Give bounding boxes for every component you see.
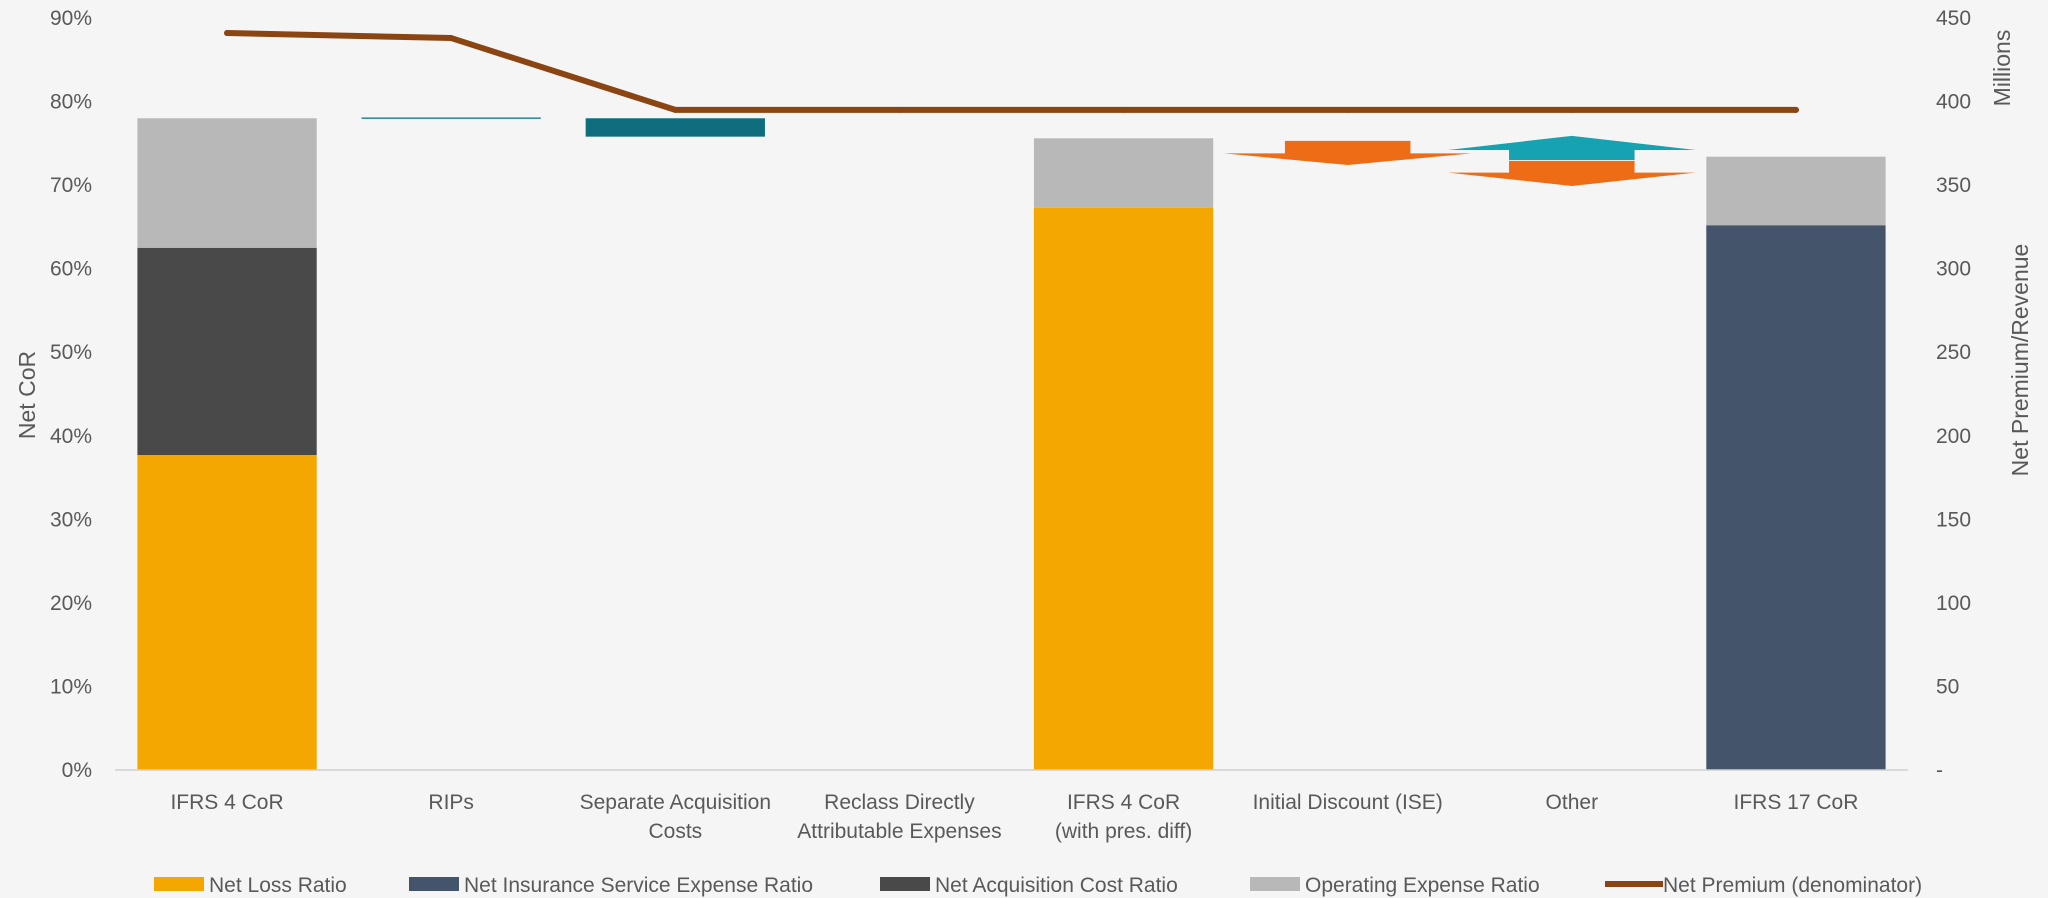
legend: Net Loss Ratio Net Insurance Service Expe… bbox=[154, 874, 1922, 897]
waterfall-bar-1 bbox=[361, 117, 541, 119]
x-tick-label: Attributable Expenses bbox=[797, 820, 1001, 843]
legend-swatch-net-acquisition-cost-ratio bbox=[880, 877, 930, 891]
y-tick-label: 20% bbox=[50, 592, 92, 615]
y2-tick-label: 200 bbox=[1936, 425, 1971, 448]
y-tick-label: 0% bbox=[62, 759, 92, 782]
bar-operating-expense-ratio-0 bbox=[137, 118, 317, 248]
line-point-0 bbox=[224, 30, 231, 37]
waterfall-bar-2 bbox=[585, 118, 765, 137]
y2-tick-label: - bbox=[1936, 759, 1943, 782]
legend-swatch-net-insurance-service-expense-ratio bbox=[409, 877, 459, 891]
y-tick-label: 40% bbox=[50, 425, 92, 448]
y-tick-label: 50% bbox=[50, 341, 92, 364]
y2-axis-title: Net Premium/Revenue bbox=[2007, 244, 2033, 477]
legend-label: Operating Expense Ratio bbox=[1305, 874, 1540, 897]
y2-tick-label: 350 bbox=[1936, 174, 1971, 197]
y2-tick-label: 250 bbox=[1936, 341, 1971, 364]
x-axis-ticks: IFRS 4 CoR RIPs Separate Acquisition Costs R… bbox=[170, 791, 1858, 843]
x-tick-label: Initial Discount (ISE) bbox=[1253, 791, 1443, 814]
line-point-1 bbox=[448, 35, 455, 42]
y-axis-title: Net CoR bbox=[14, 351, 40, 439]
x-tick-label: Separate Acquisition bbox=[580, 791, 771, 814]
x-tick-label: RIPs bbox=[428, 791, 474, 814]
bar-operating-expense-ratio-4 bbox=[1033, 138, 1214, 208]
bar-operating-expense-ratio-7 bbox=[1706, 156, 1886, 226]
y-tick-label: 10% bbox=[50, 675, 92, 698]
legend-swatch-net-loss-ratio bbox=[154, 877, 204, 891]
x-tick-label: Reclass Directly bbox=[824, 791, 975, 814]
legend-label: Net Premium (denominator) bbox=[1663, 874, 1922, 897]
y-tick-label: 80% bbox=[50, 91, 92, 114]
y-tick-label: 90% bbox=[50, 7, 92, 30]
bar-net-acquisition-cost-ratio-0 bbox=[137, 247, 317, 455]
y-tick-label: 60% bbox=[50, 258, 92, 281]
line-net-premium-denominator bbox=[224, 30, 1799, 113]
line-point-4 bbox=[1120, 106, 1127, 113]
bars-layer bbox=[137, 117, 1886, 770]
y2-axis-ticks: - 50 100 150 200 250 300 350 400 450 bbox=[1936, 7, 1971, 782]
x-tick-label: IFRS 17 CoR bbox=[1734, 791, 1859, 814]
line-point-7 bbox=[1792, 106, 1799, 113]
bar-net-insurance-service-expense-ratio-7 bbox=[1706, 225, 1886, 770]
bar-net-loss-ratio-0 bbox=[137, 454, 317, 770]
y-tick-label: 30% bbox=[50, 508, 92, 531]
line-point-2 bbox=[672, 106, 679, 113]
arrow-down-6-2 bbox=[1448, 160, 1696, 186]
x-tick-label: Other bbox=[1546, 791, 1599, 814]
y2-axis-unit: Millions bbox=[1989, 30, 2015, 107]
legend-label: Net Loss Ratio bbox=[209, 874, 347, 897]
arrow-down-5-0 bbox=[1223, 140, 1472, 166]
x-tick-label: (with pres. diff) bbox=[1055, 820, 1192, 843]
bar-net-loss-ratio-4 bbox=[1033, 207, 1214, 770]
x-tick-label: IFRS 4 CoR bbox=[170, 791, 283, 814]
legend-label: Net Acquisition Cost Ratio bbox=[935, 874, 1178, 897]
y2-tick-label: 50 bbox=[1936, 675, 1959, 698]
x-tick-label: IFRS 4 CoR bbox=[1067, 791, 1180, 814]
y2-tick-label: 150 bbox=[1936, 508, 1971, 531]
legend-swatch-operating-expense-ratio bbox=[1250, 877, 1300, 891]
line-point-5 bbox=[1344, 106, 1351, 113]
y-axis-ticks: 0% 10% 20% 30% 40% 50% 60% 70% 80% 90% bbox=[50, 7, 92, 782]
legend-label: Net Insurance Service Expense Ratio bbox=[464, 874, 813, 897]
line-point-6 bbox=[1568, 106, 1575, 113]
y2-tick-label: 400 bbox=[1936, 91, 1971, 114]
y-tick-label: 70% bbox=[50, 174, 92, 197]
premium-line-layer bbox=[224, 30, 1799, 113]
arrow-up-6-1 bbox=[1448, 135, 1696, 161]
y2-tick-label: 100 bbox=[1936, 592, 1971, 615]
x-tick-label: Costs bbox=[648, 820, 702, 843]
y2-tick-label: 300 bbox=[1936, 258, 1971, 281]
line-point-3 bbox=[896, 106, 903, 113]
y2-tick-label: 450 bbox=[1936, 7, 1971, 30]
